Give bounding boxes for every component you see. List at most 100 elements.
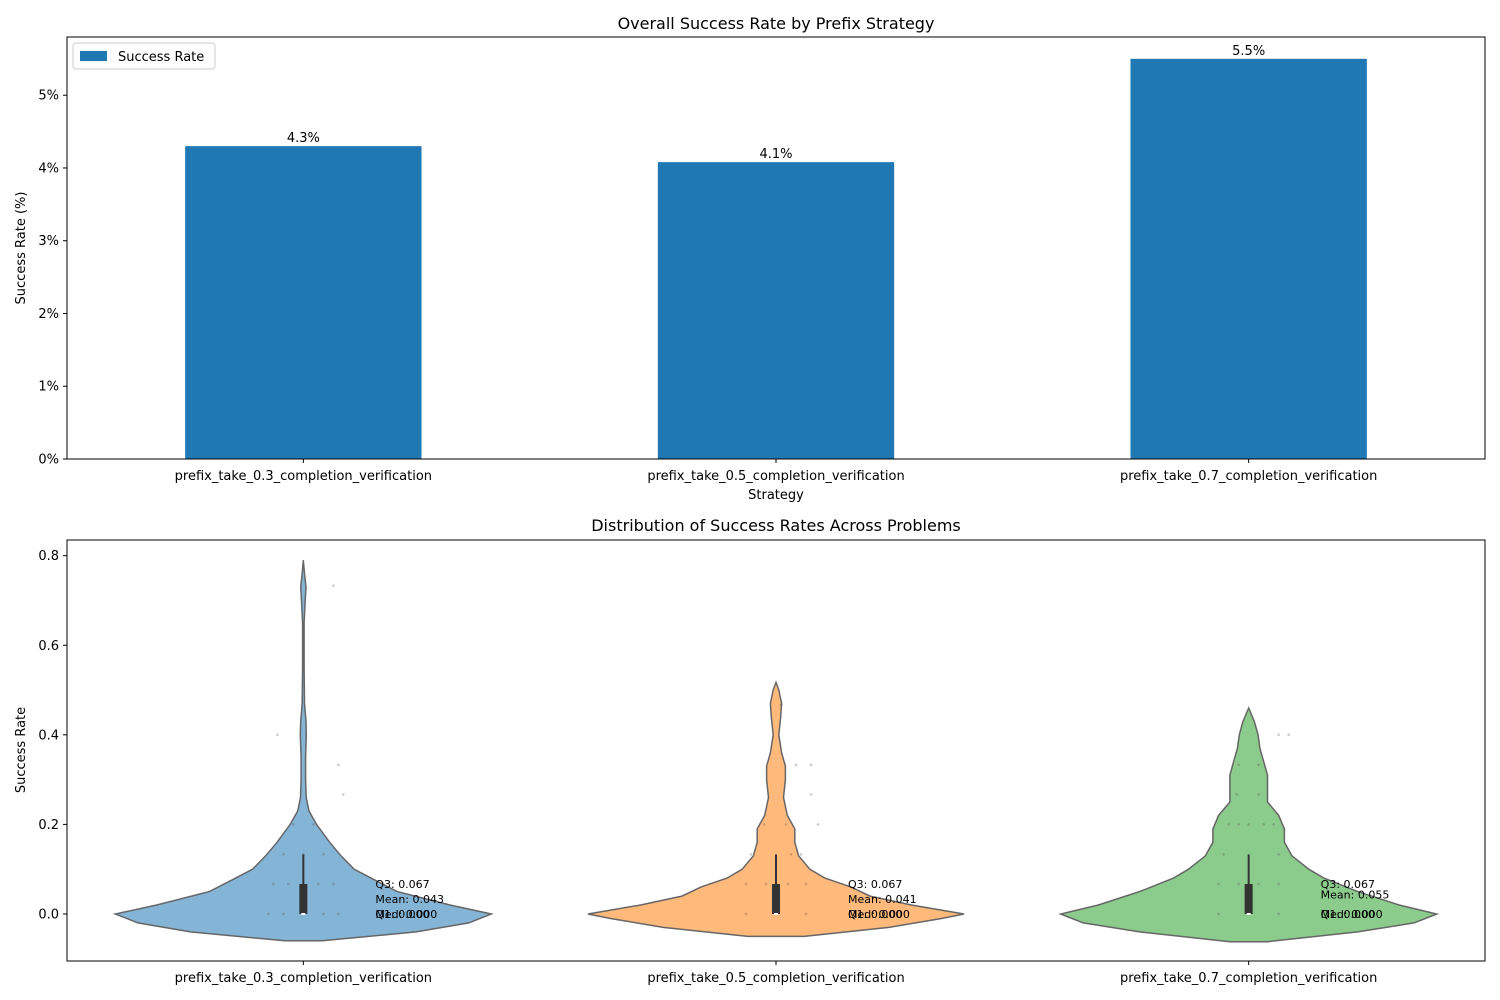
stat-mean-label: Mean: 0.043 — [375, 893, 444, 906]
jitter-point — [292, 823, 295, 826]
x-tick-label: prefix_take_0.7_completion_verification — [1120, 971, 1377, 986]
legend-label: Success Rate — [118, 50, 204, 65]
jitter-point — [1277, 733, 1280, 737]
violin-body — [1058, 706, 1440, 943]
jitter-point — [1262, 823, 1265, 826]
stat-median-label: Med: 0.000 — [375, 908, 437, 921]
stat-q3-label: Q3: 0.067 — [848, 878, 902, 891]
median-marker — [301, 912, 306, 915]
jitter-point — [762, 823, 766, 826]
jitter-point — [1257, 882, 1260, 886]
y-tick-label: 0% — [38, 453, 59, 468]
jitter-point — [1235, 793, 1238, 796]
x-tick-label: prefix_take_0.3_completion_verification — [175, 971, 432, 986]
box-iqr — [299, 883, 308, 914]
stat-mean-label: Mean: 0.055 — [1321, 889, 1390, 902]
box-iqr — [772, 883, 780, 914]
bar — [185, 146, 422, 459]
jitter-point — [276, 733, 279, 737]
jitter-point — [1277, 853, 1280, 856]
x-tick-label: prefix_take_0.5_completion_verification — [647, 971, 904, 986]
jitter-point — [1257, 793, 1260, 796]
stat-q1-label: Q1: 0.000 — [1321, 908, 1375, 921]
jitter-point — [322, 912, 325, 916]
violin-chart: 0.0 0.2 0.4 0.6 0.8 Q3: 0.067 Mean: 0.043 Q1: 0… — [38, 549, 1440, 986]
bar-chart-frame — [66, 36, 1486, 460]
jitter-point — [749, 853, 753, 856]
stat-q1-label: Q1: 0.000 — [375, 908, 429, 921]
jitter-point — [764, 882, 768, 886]
violin-body — [587, 680, 965, 938]
bar-chart-xlabel: Strategy — [748, 488, 804, 503]
violin-chart-ylabel: Success Rate — [14, 707, 29, 793]
jitter-point — [789, 853, 793, 856]
box-iqr — [1244, 883, 1253, 914]
stat-median-label: Med: 0.000 — [848, 908, 910, 921]
x-tick-label: prefix_take_0.7_completion_verification — [1120, 469, 1377, 484]
jitter-point — [1237, 882, 1240, 886]
jitter-point — [1217, 882, 1220, 886]
violin-body — [112, 560, 494, 942]
jitter-point — [744, 912, 748, 916]
jitter-point — [317, 882, 320, 886]
jitter-point — [804, 882, 808, 886]
median-marker — [774, 912, 778, 915]
jitter-point — [809, 763, 813, 767]
x-tick-label: prefix_take_0.5_completion_verification — [647, 469, 904, 484]
jitter-point — [1237, 823, 1240, 826]
jitter-point — [1277, 912, 1280, 916]
jitter-point — [779, 703, 783, 707]
jitter-point — [1277, 882, 1280, 886]
jitter-point — [282, 853, 285, 856]
jitter-point — [1227, 823, 1230, 826]
jitter-point — [1237, 763, 1240, 767]
violin-chart-frame — [66, 539, 1486, 962]
legend-swatch — [80, 51, 107, 61]
bar-chart: 0% 1% 2% 3% 4% 5% 4.3% prefix_take_0.3_completi… — [38, 44, 1377, 484]
jitter-point — [337, 763, 340, 767]
violin-chart-title: Distribution of Success Rates Across Pro… — [591, 516, 961, 535]
stat-median-label: Med: 0.000 — [1321, 908, 1383, 921]
bar-data-label: 5.5% — [1232, 44, 1265, 59]
y-tick-label: 0.0 — [38, 907, 59, 922]
jitter-point — [272, 882, 275, 886]
bar — [1130, 58, 1367, 460]
y-tick-label: 5% — [38, 89, 59, 104]
jitter-point — [804, 912, 808, 916]
jitter-point — [809, 793, 813, 796]
y-tick-label: 2% — [38, 307, 59, 322]
jitter-point — [267, 912, 270, 916]
jitter-point — [287, 882, 290, 886]
stat-q3-label: Q3: 0.067 — [1321, 878, 1375, 891]
jitter-point — [1222, 853, 1225, 856]
jitter-point — [784, 823, 788, 826]
y-tick-label: 0.8 — [38, 549, 59, 564]
y-tick-label: 0.2 — [38, 818, 59, 833]
jitter-point — [322, 853, 325, 856]
jitter-point — [786, 882, 790, 886]
jitter-point — [799, 853, 803, 856]
jitter-point — [312, 823, 315, 826]
jitter-point — [744, 882, 748, 886]
stat-q1-label: Q1: 0.000 — [848, 908, 902, 921]
jitter-point — [1287, 733, 1290, 737]
y-tick-label: 1% — [38, 380, 59, 395]
jitter-point — [342, 793, 345, 796]
bar-chart-ylabel: Success Rate (%) — [14, 192, 29, 305]
median-marker — [1246, 912, 1251, 915]
jitter-point — [1272, 823, 1275, 826]
jitter-point — [332, 584, 335, 587]
y-tick-label: 0.4 — [38, 728, 59, 743]
bar — [657, 162, 895, 459]
jitter-point — [794, 763, 798, 767]
jitter-point — [337, 912, 340, 916]
y-tick-label: 4% — [38, 161, 59, 176]
y-tick-label: 0.6 — [38, 639, 59, 654]
jitter-point — [1217, 912, 1220, 916]
bar-data-label: 4.1% — [759, 147, 792, 162]
x-tick-label: prefix_take_0.3_completion_verification — [175, 469, 432, 484]
jitter-point — [332, 882, 335, 886]
y-tick-label: 3% — [38, 234, 59, 249]
bar-chart-legend: Success Rate — [72, 42, 216, 70]
